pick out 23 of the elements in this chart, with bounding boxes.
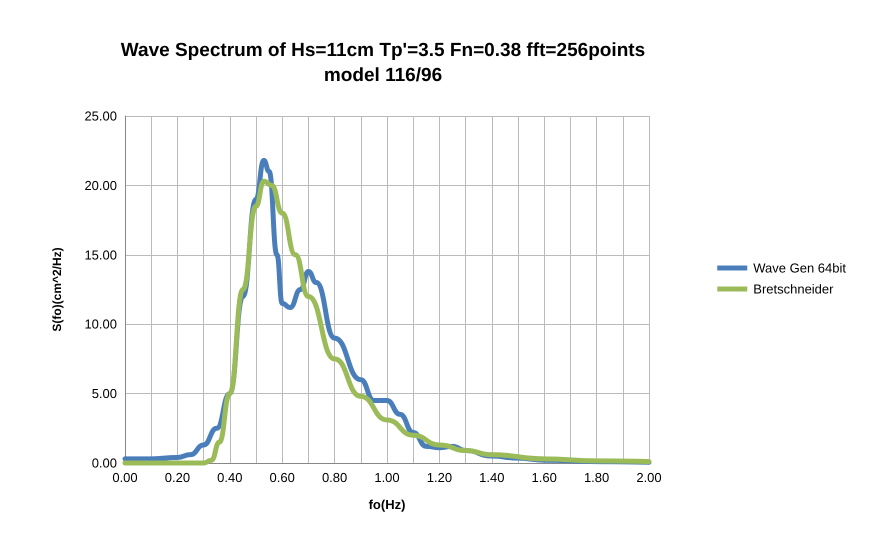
x-tick-label: 1.60 <box>532 470 557 485</box>
y-tick-label: 5.00 <box>92 386 117 402</box>
x-tick-label: 0.80 <box>322 470 348 485</box>
x-tick-label: 0.60 <box>270 470 295 485</box>
chart-title: Wave Spectrum of Hs=11cm Tp'=3.5 Fn=0.38 fft=256points <box>120 40 646 61</box>
y-tick-label: 25.00 <box>84 108 117 124</box>
x-tick-label: 1.80 <box>584 470 610 485</box>
y-tick-label: 10.00 <box>84 316 117 332</box>
legend-label: Bretschneider <box>753 282 834 296</box>
y-tick-label: 0.00 <box>92 456 117 470</box>
legend-label: Wave Gen 64bit <box>753 260 846 276</box>
x-tick-label: 0.20 <box>164 470 190 485</box>
y-tick-label: 20.00 <box>84 178 117 193</box>
y-axis-title: S(fo)(cm^2/Hz) <box>50 247 64 332</box>
x-tick-label: 1.20 <box>426 470 452 485</box>
y-tick-label: 15.00 <box>84 247 117 262</box>
chart-subtitle: model 116/96 <box>324 65 442 86</box>
x-tick-label: 0.00 <box>112 470 138 485</box>
x-tick-label: 2.00 <box>636 470 662 485</box>
x-tick-label: 1.00 <box>374 470 400 485</box>
x-axis-title: fo(Hz) <box>368 497 406 512</box>
x-tick-label: 1.40 <box>479 470 504 485</box>
x-tick-label: 0.40 <box>217 470 242 485</box>
